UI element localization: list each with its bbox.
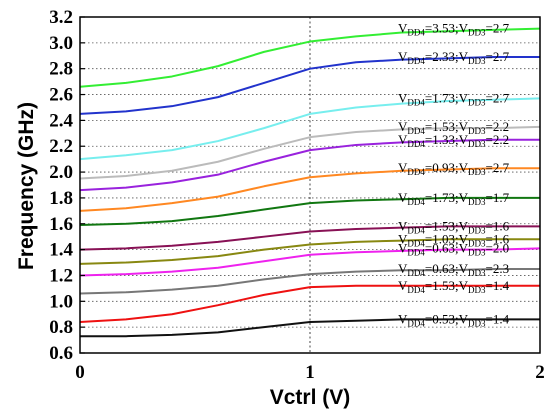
series-label: VDD4=0.93;VDD3=2.7	[398, 160, 510, 177]
y-tick-label: 2.0	[49, 162, 73, 183]
y-tick-label: 1.6	[49, 214, 73, 235]
series-label: VDD4=0.63;VDD3=2.3	[398, 261, 509, 278]
y-tick-label: 2.2	[49, 136, 73, 157]
x-tick-label: 1	[305, 362, 315, 383]
series-label: VDD4=1.73;VDD3=2.7	[398, 90, 510, 107]
series-line	[79, 56, 540, 115]
series-label: VDD4=1.33;VDD3=2.2	[398, 132, 509, 149]
y-tick-label: 3.0	[49, 33, 73, 54]
series-label: VDD4=1.73;VDD3=1.7	[398, 190, 510, 207]
series-layer	[79, 27, 541, 338]
series-label: VDD4=0.63;VDD3=2.0	[398, 240, 509, 257]
y-tick-label: 1.4	[49, 240, 73, 261]
y-tick-label: 3.2	[49, 7, 73, 28]
x-tick-labels: 0 1 2	[75, 362, 545, 383]
series-line	[79, 196, 540, 227]
series-line	[79, 27, 541, 88]
y-tick-labels: 0.6 0.8 1.0 1.2 1.4 1.6 1.8 2.0 2.2 2.4 2.6 2.8 3.0 3…	[49, 7, 85, 364]
series-line	[79, 247, 541, 277]
plot-frame	[79, 16, 541, 354]
series-line	[79, 167, 540, 212]
y-axis-title: Frequency (GHz)	[15, 102, 38, 270]
y-tick-label: 1.8	[49, 188, 73, 209]
y-tick-label: 1.0	[49, 291, 73, 312]
series-label: VDD4=1.53;VDD3=1.4	[398, 278, 510, 295]
y-tick-label: 2.8	[49, 59, 73, 80]
series-line	[79, 97, 541, 161]
series-label: VDD4=3.53;VDD3=2.7	[398, 21, 510, 38]
series-line	[79, 238, 540, 265]
y-tick-label: 0.8	[49, 317, 73, 338]
x-tick-label: 0	[75, 362, 85, 383]
series-line	[80, 318, 540, 338]
y-tick-label: 2.6	[49, 85, 73, 106]
series-line	[79, 225, 540, 251]
y-tick-label: 1.2	[49, 265, 73, 286]
series-label: VDD4=0.53;VDD3=1.4	[398, 311, 510, 328]
x-axis-title: Vctrl (V)	[270, 386, 351, 409]
series-label: VDD4=2.33;VDD3=2.7	[398, 49, 510, 66]
x-tick-label: 2	[535, 362, 545, 383]
series-line	[79, 284, 540, 323]
series-line	[79, 138, 540, 192]
series-label-layer: VDD4=3.53;VDD3=2.7 VDD4=2.33;VDD3=2.7 VDD4…	[398, 21, 510, 329]
series-line	[79, 125, 541, 180]
y-tick-label: 2.4	[49, 110, 73, 131]
y-tick-label: 0.6	[49, 343, 73, 364]
series-label: VDD4=1.53;VDD3=1.6	[398, 218, 510, 235]
series-label: VDD4=1.03;VDD3=1.6	[398, 231, 510, 248]
series-line	[79, 268, 540, 295]
series-label: VDD4=1.53;VDD3=2.2	[398, 119, 509, 136]
